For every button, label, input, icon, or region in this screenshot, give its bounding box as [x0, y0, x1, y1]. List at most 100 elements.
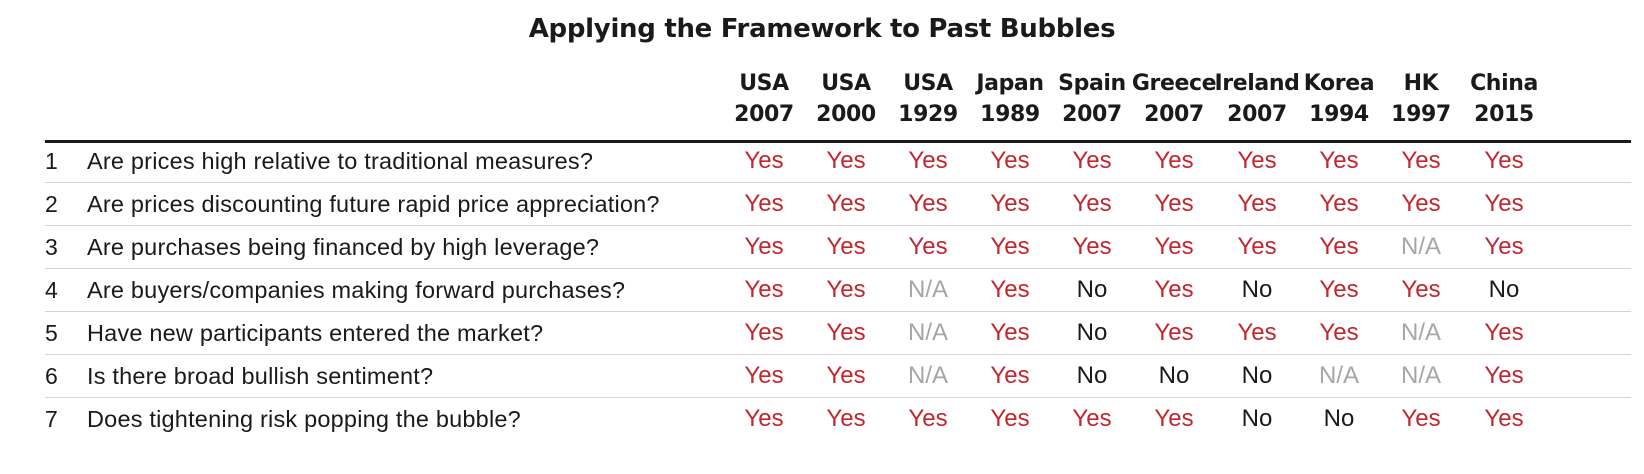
table-cell-yes: Yes: [744, 233, 784, 260]
column-header-name: Korea: [1303, 71, 1375, 96]
table-cell-yes: Yes: [1154, 405, 1194, 432]
table-cell-yes: Yes: [1154, 276, 1194, 303]
table-row: 2 Are prices discounting future rapid pri…: [45, 182, 1631, 226]
column-header-year: 1929: [898, 102, 958, 127]
table-cell-yes: Yes: [1484, 362, 1524, 389]
table-cell-yes: Yes: [826, 276, 866, 303]
column-header-name: Japan: [976, 71, 1044, 96]
table-cell-yes: Yes: [744, 190, 784, 217]
row-question: Have new participants entered the market…: [87, 320, 544, 346]
row-question: Are purchases being financed by high lev…: [87, 234, 600, 260]
table-cell-yes: Yes: [826, 190, 866, 217]
row-separator: [45, 354, 1631, 355]
table-cell-yes: Yes: [826, 319, 866, 346]
row-question: Is there broad bullish sentiment?: [87, 363, 434, 389]
column-header-year: 2007: [1062, 102, 1122, 127]
column-header: Spain 2007: [1049, 68, 1135, 130]
table-cell-yes: Yes: [1154, 233, 1194, 260]
table-cell-yes: Yes: [1072, 147, 1112, 174]
table-cell-na: N/A: [907, 319, 948, 346]
table-cell-no: No: [1076, 276, 1108, 303]
table-cell-yes: Yes: [990, 147, 1030, 174]
table-cell-na: N/A: [907, 362, 948, 389]
row-separator: [45, 225, 1631, 226]
table-cell-no: No: [1323, 405, 1355, 432]
header-rule: [45, 140, 1631, 143]
row-number: 2: [45, 191, 58, 217]
table-cell-yes: Yes: [908, 405, 948, 432]
table-cell-no: No: [1076, 319, 1108, 346]
table-cell-yes: Yes: [1401, 147, 1441, 174]
table-cell-yes: Yes: [990, 190, 1030, 217]
row-number: 4: [45, 277, 58, 303]
row-question: Are prices discounting future rapid pric…: [87, 191, 660, 217]
column-header-name: HK: [1403, 71, 1439, 96]
table-row: 1 Are prices high relative to traditional…: [45, 139, 1631, 183]
table-cell-yes: Yes: [1484, 233, 1524, 260]
table-cell-yes: Yes: [1237, 147, 1277, 174]
table-cell-na: N/A: [1400, 362, 1441, 389]
column-header-name: Spain: [1058, 71, 1126, 96]
table-cell-yes: Yes: [1072, 190, 1112, 217]
table-row: 7 Does tightening risk popping the bubble…: [45, 397, 1631, 441]
table-title: Applying the Framework to Past Bubbles: [528, 14, 1116, 44]
table-cell-no: No: [1241, 405, 1273, 432]
table-cell-no: No: [1241, 276, 1273, 303]
table-cell-yes: Yes: [1154, 190, 1194, 217]
table-cell-yes: Yes: [990, 362, 1030, 389]
column-header: USA 2000: [803, 68, 889, 130]
column-header: Japan 1989: [967, 68, 1053, 130]
row-question: Are prices high relative to traditional …: [87, 148, 594, 174]
row-separator: [45, 397, 1631, 398]
table-cell-yes: Yes: [1484, 319, 1524, 346]
column-header: Korea 1994: [1296, 68, 1382, 130]
column-header: USA 1929: [885, 68, 971, 130]
table-cell-yes: Yes: [1319, 276, 1359, 303]
column-header-name: USA: [821, 71, 871, 96]
table-cell-yes: Yes: [1319, 190, 1359, 217]
table-cell-yes: Yes: [1319, 147, 1359, 174]
row-number: 5: [45, 320, 58, 346]
column-header-year: 1997: [1391, 102, 1451, 127]
table-cell-yes: Yes: [990, 233, 1030, 260]
table-cell-yes: Yes: [1072, 405, 1112, 432]
table-cell-yes: Yes: [990, 319, 1030, 346]
column-header: Ireland 2007: [1214, 68, 1300, 130]
row-separator: [45, 268, 1631, 269]
column-header-year: 2015: [1474, 102, 1534, 127]
table-cell-yes: Yes: [826, 405, 866, 432]
table-cell-no: No: [1076, 362, 1108, 389]
table-cell-yes: Yes: [1401, 276, 1441, 303]
column-header-name: Ireland: [1214, 71, 1300, 96]
table-cell-yes: Yes: [908, 190, 948, 217]
column-header: USA 2007: [721, 68, 807, 130]
table-cell-na: N/A: [1400, 319, 1441, 346]
row-separator: [45, 182, 1631, 183]
row-number: 6: [45, 363, 58, 389]
column-header: Greece 2007: [1131, 68, 1217, 130]
column-header: China 2015: [1461, 68, 1547, 130]
column-header: HK 1997: [1378, 68, 1464, 130]
table-cell-yes: Yes: [1401, 405, 1441, 432]
table-cell-yes: Yes: [1484, 405, 1524, 432]
table-row: 4 Are buyers/companies making forward pur…: [45, 268, 1631, 312]
table-cell-no: No: [1241, 362, 1273, 389]
column-header-year: 2007: [1144, 102, 1204, 127]
table-cell-yes: Yes: [1072, 233, 1112, 260]
table-cell-yes: Yes: [826, 362, 866, 389]
table-cell-yes: Yes: [744, 362, 784, 389]
column-header-year: 2000: [816, 102, 876, 127]
table-cell-yes: Yes: [1319, 319, 1359, 346]
column-header-year: 1994: [1309, 102, 1369, 127]
table-cell-yes: Yes: [1237, 190, 1277, 217]
column-header-name: China: [1470, 71, 1538, 96]
table-cell-na: N/A: [1400, 233, 1441, 260]
row-question: Are buyers/companies making forward purc…: [87, 277, 626, 303]
column-header-year: 2007: [1227, 102, 1287, 127]
table-cell-yes: Yes: [1319, 233, 1359, 260]
row-number: 7: [45, 406, 58, 432]
table-row: 3 Are purchases being financed by high le…: [45, 225, 1631, 269]
table-cell-yes: Yes: [744, 405, 784, 432]
table-cell-yes: Yes: [744, 147, 784, 174]
table-cell-yes: Yes: [826, 147, 866, 174]
